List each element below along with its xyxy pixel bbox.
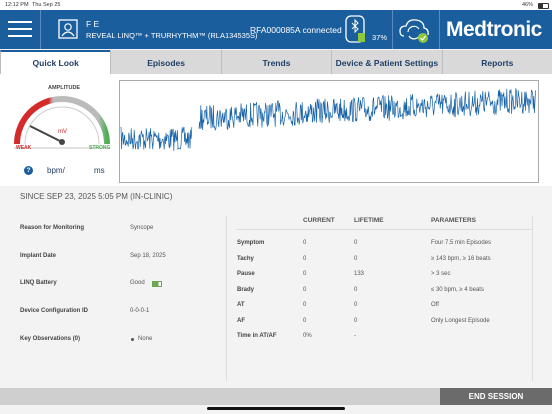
tab-bar: Quick Look Episodes Trends Device & Patient… — [0, 50, 552, 74]
cell: 0 — [354, 318, 358, 324]
ecg-strip — [119, 80, 539, 183]
column-header: LIFETIME — [354, 217, 384, 224]
help-button[interactable]: ? — [24, 166, 33, 175]
cell: 0% — [303, 333, 312, 339]
row-label: Symptom — [237, 240, 265, 246]
end-session-button[interactable]: END SESSION — [440, 388, 552, 405]
gauge-unit: mV — [58, 129, 67, 135]
row-label: Time in AT/AF — [237, 333, 277, 339]
patient-name: F E — [86, 19, 100, 29]
gauge-title: AMPLITUDE — [46, 85, 83, 91]
gauge-low: WEAK — [16, 145, 32, 151]
row-label: AF — [237, 318, 245, 324]
connection: RFA000085A connected — [250, 25, 342, 35]
cell: > 3 sec — [431, 271, 451, 277]
cell: 0 — [303, 271, 307, 277]
battery-icon — [152, 281, 162, 287]
row-label: AT — [237, 302, 245, 308]
cell: 0 — [303, 256, 307, 262]
gauge-high: STRONG — [89, 145, 111, 151]
cell: ≥ 143 bpm, ≥ 16 beats — [431, 256, 491, 262]
row-label: Brady — [237, 287, 255, 293]
device-name: REVEAL LINQ™ + TRURHYTHM™ (RLA134535S) — [86, 31, 258, 40]
tab[interactable]: Device & Patient Settings — [331, 50, 441, 74]
home-indicator — [207, 407, 345, 410]
info-value: 0-0-0-1 — [130, 308, 150, 314]
cell: 0 — [303, 302, 307, 308]
table-rule — [532, 216, 533, 381]
cell: - — [354, 333, 356, 339]
info-value: Sep 18, 2025 — [130, 253, 166, 259]
column-header: PARAMETERS — [431, 217, 477, 224]
cell: 0 — [303, 240, 307, 246]
cell: Only Longest Episode — [431, 318, 490, 324]
row-label: Tachy — [237, 256, 254, 262]
info-label: Implant Date — [20, 253, 57, 259]
cell: 0 — [354, 287, 358, 293]
cell: 0 — [354, 302, 358, 308]
info-label: LINQ Battery — [20, 280, 57, 286]
reader-icon — [345, 15, 365, 43]
tab[interactable]: Quick Look — [0, 50, 111, 74]
interval-unit: ms — [94, 166, 105, 175]
status-bar: 12:12 PM Thu Sep 25 46% — [0, 0, 552, 10]
amplitude-gauge — [14, 96, 110, 149]
info-value: None — [138, 336, 153, 342]
cell: Four 7.5 min Episodes — [431, 240, 492, 246]
divider — [226, 216, 227, 381]
row-label: Pause — [237, 271, 255, 277]
patient-icon[interactable] — [58, 19, 78, 39]
header: F E REVEAL LINQ™ + TRURHYTHM™ (RLA134535… — [0, 10, 552, 49]
tab[interactable]: Trends — [220, 50, 331, 74]
rate-unit: bpm/ — [47, 166, 65, 175]
info-label: Reason for Monitoring — [20, 225, 84, 231]
info-label: Device Configuration ID — [20, 308, 89, 314]
battery-icon — [538, 3, 549, 9]
cell: Off — [431, 302, 439, 308]
cell: 0 — [354, 240, 358, 246]
tab[interactable]: Episodes — [110, 50, 220, 74]
time: 12:12 PM — [5, 2, 29, 8]
ecg-trace — [120, 88, 536, 151]
cell: ≤ 30 bpm, ≥ 4 beats — [431, 287, 484, 293]
footer: END SESSION — [0, 388, 552, 405]
cell: 0 — [303, 318, 307, 324]
info-value: Syncope — [130, 225, 154, 231]
reader-battery: 37% — [372, 33, 388, 42]
brand: Medtronic — [446, 18, 542, 41]
tab[interactable]: Reports — [441, 50, 552, 74]
menu-button[interactable] — [8, 20, 32, 38]
quick-look-panel: AMPLITUDE mV WEAK STRONG ? bpm/ ms — [0, 74, 552, 186]
info-label: Key Observations (0) — [20, 336, 81, 342]
battery: 46% — [522, 2, 534, 8]
bullet — [131, 338, 134, 341]
header-rule — [236, 229, 532, 230]
cell: 0 — [303, 287, 307, 293]
sync-icon[interactable] — [398, 16, 432, 44]
date: Thu Sep 25 — [32, 2, 61, 8]
since: SINCE SEP 23, 2025 5:05 PM (IN-CLINIC) — [20, 192, 173, 201]
column-header: CURRENT — [303, 217, 335, 224]
cell: 0 — [354, 256, 358, 262]
cell: 133 — [354, 271, 365, 277]
info-value: Good — [130, 280, 145, 286]
